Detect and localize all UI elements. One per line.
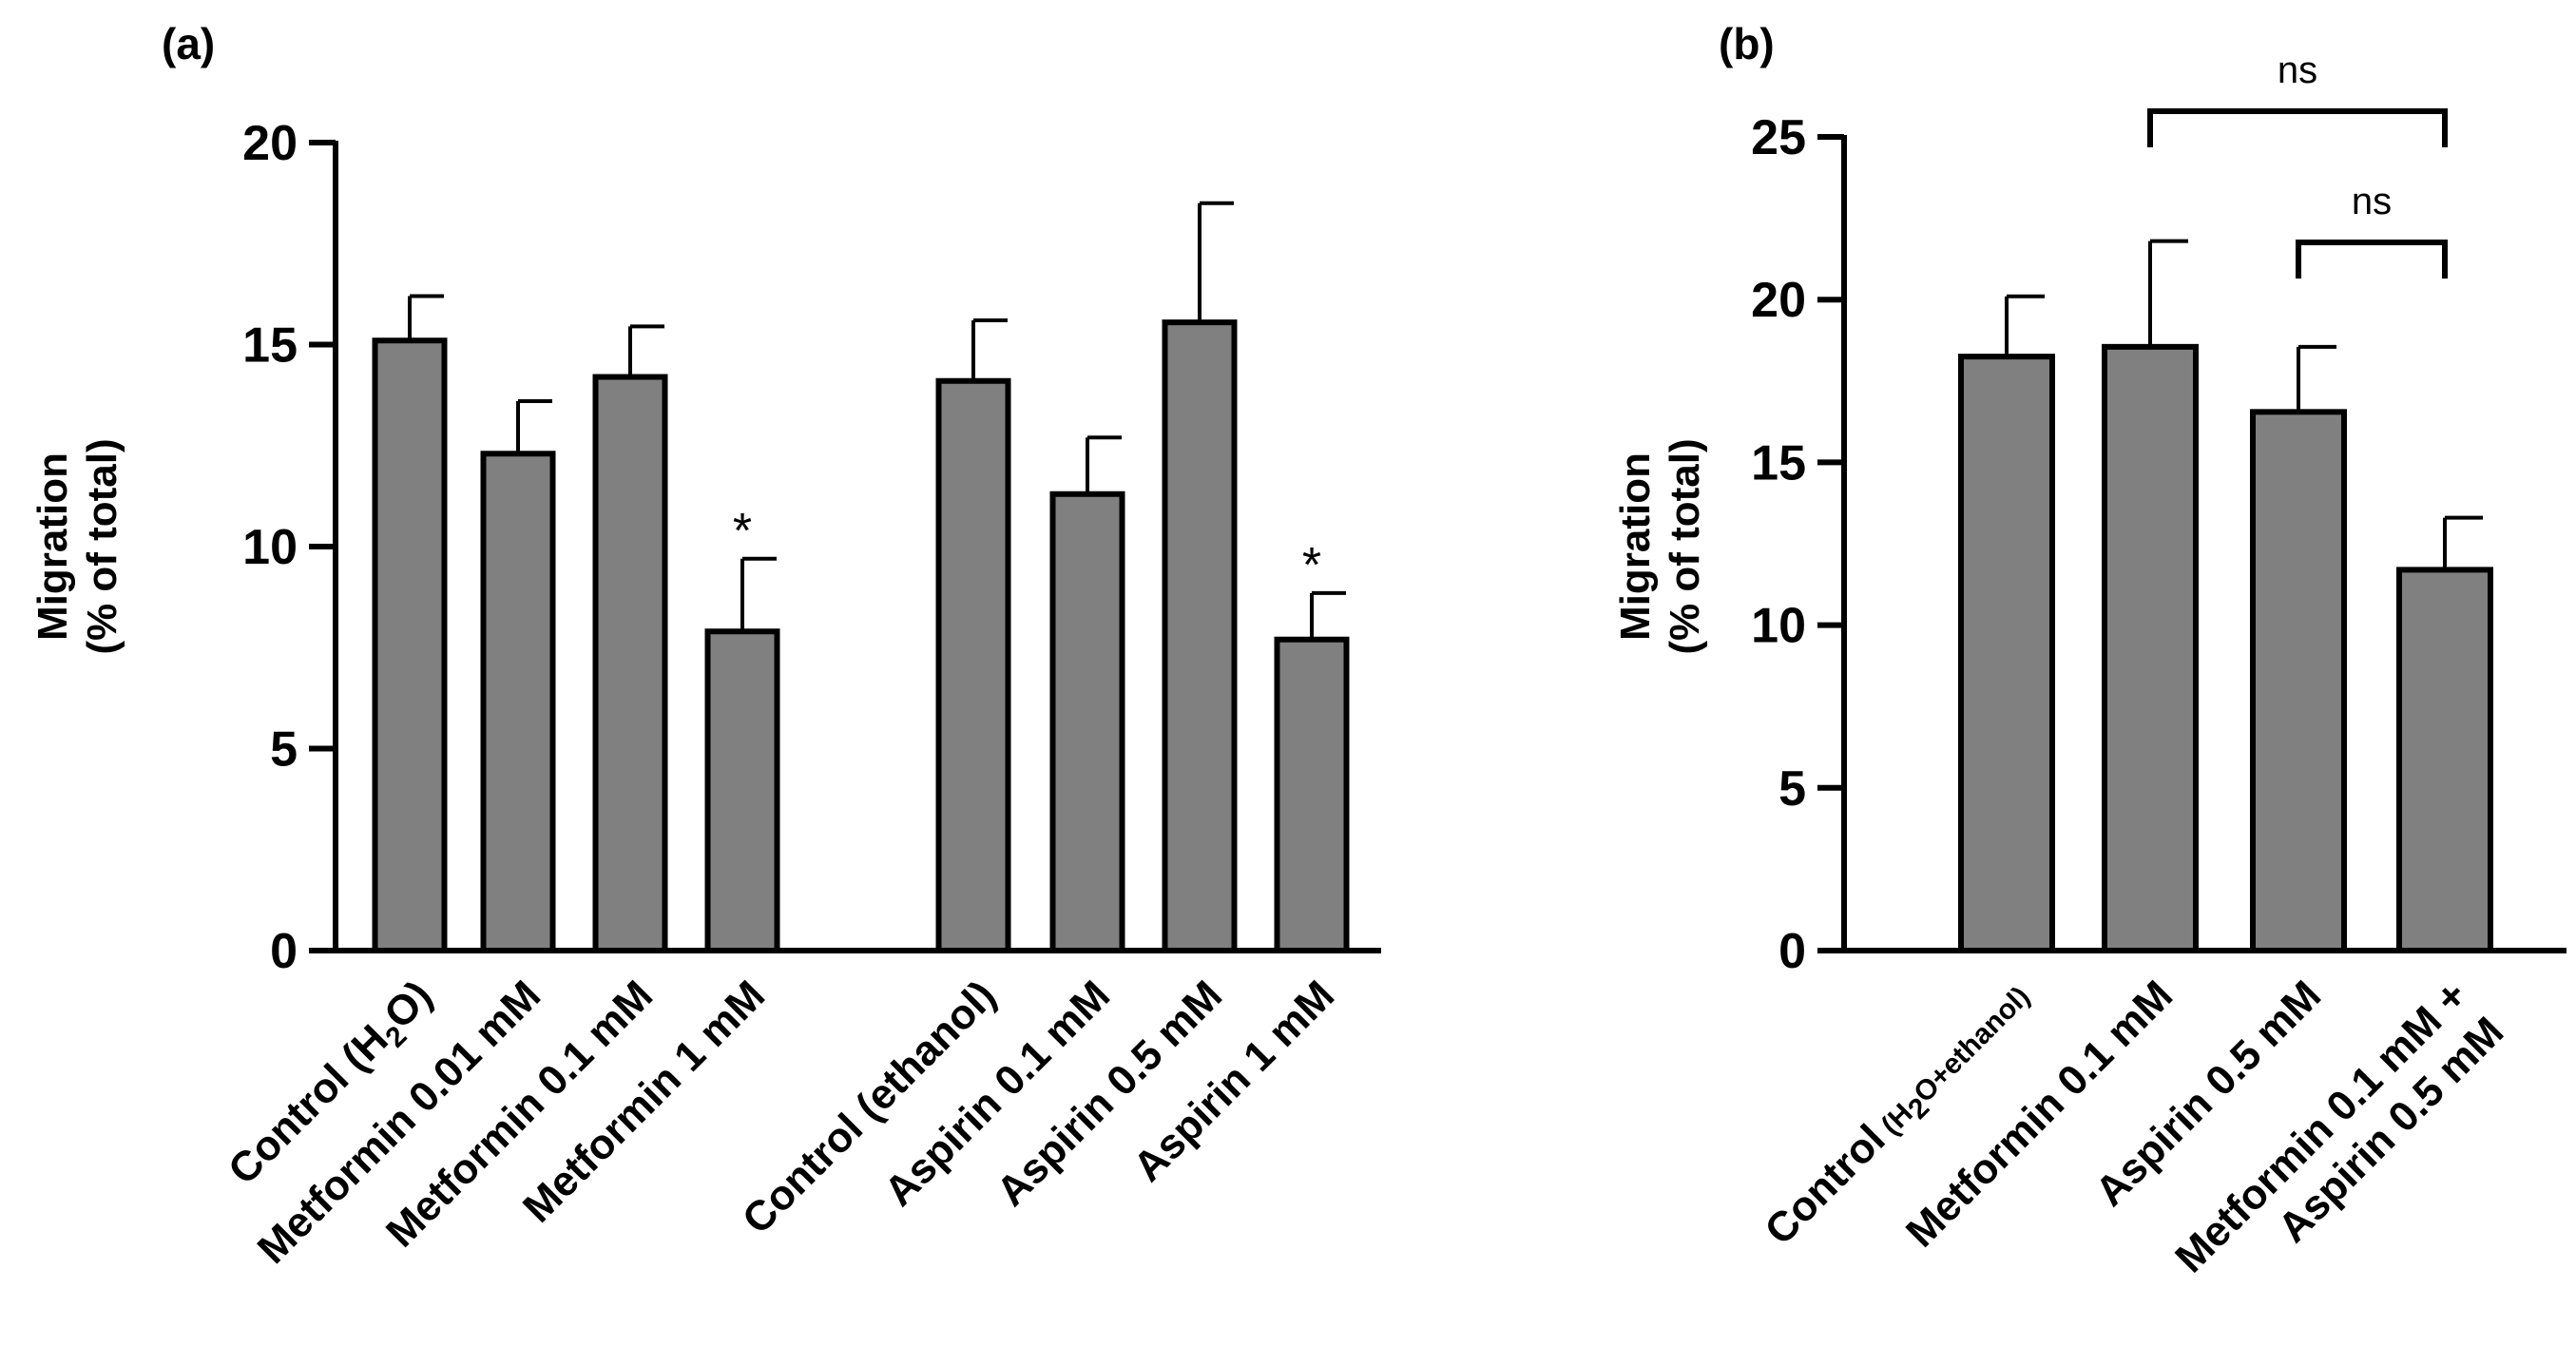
panel-label: (a) (162, 19, 215, 68)
category-label: Control (H2O+ethanol) (1756, 972, 2041, 1257)
y-tick-label: 10 (1751, 599, 1806, 654)
y-axis-label-line1: Migration (29, 452, 76, 641)
y-tick-label: 0 (270, 924, 298, 979)
significance-star: * (1302, 538, 1321, 593)
y-tick-label: 5 (1778, 761, 1806, 817)
bar (1049, 491, 1125, 953)
category-label: Metformin 0.1 mM (1897, 972, 2182, 1256)
bar (1274, 636, 1350, 953)
bar (2250, 409, 2347, 953)
bar (480, 451, 556, 953)
category-label-text: Control (1756, 1116, 1894, 1254)
panel-b: (b) Migration(% of total) 0 5 10 15 20 25 Contro… (1612, 19, 2566, 1318)
y-tick-label: 0 (1778, 924, 1806, 979)
bar (1162, 319, 1238, 953)
y-tick-label: 15 (1751, 435, 1806, 491)
y-tick-label: 20 (242, 116, 298, 171)
panel-label: (b) (1719, 19, 1775, 68)
comparison-bracket (2147, 108, 2448, 147)
y-axis-label-line2: (% of total) (79, 438, 125, 654)
category-label: Metformin 0.1 mM +Aspirin 0.5 mM (2166, 972, 2512, 1318)
bar (935, 377, 1011, 953)
y-tick-label: 10 (242, 520, 298, 575)
panel-a: (a)Migration(% of total)05101520Control … (29, 19, 1381, 1273)
y-tick-label: 15 (242, 318, 298, 374)
category-label-line1: Metformin 0.1 mM + (2166, 972, 2476, 1281)
y-axis-label-line1: Migration (1612, 452, 1659, 641)
y-tick-label: 25 (1751, 110, 1806, 165)
bar (592, 374, 668, 953)
bar (1958, 354, 2055, 953)
y-axis-label-line2: (% of total) (1662, 438, 1708, 654)
y-tick-label: 5 (270, 722, 298, 778)
y-tick-label: 20 (1751, 273, 1806, 328)
bar (372, 337, 448, 953)
category-label: Aspirin 1 mM (1125, 972, 1343, 1190)
category-label-suffix: O+ethanol) (1908, 981, 2036, 1109)
bar (704, 628, 780, 953)
bar (2102, 343, 2199, 953)
comparison-label: ns (2352, 181, 2392, 222)
comparison-label: ns (2278, 49, 2317, 91)
significance-star: * (733, 504, 752, 559)
bar (2396, 567, 2493, 954)
y-axis-label: Migration(% of total) (1612, 438, 1708, 654)
comparison-bracket (2296, 240, 2448, 279)
y-axis-label: Migration(% of total) (29, 438, 125, 654)
